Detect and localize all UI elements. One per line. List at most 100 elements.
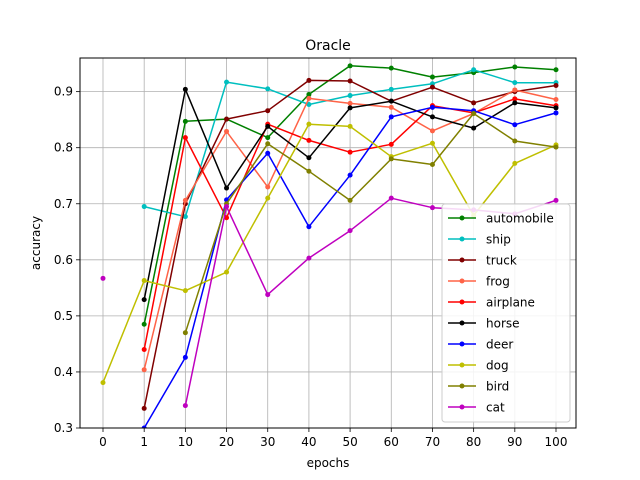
data-point-airplane: [306, 137, 312, 143]
data-point-automobile: [182, 118, 188, 124]
data-point-truck: [553, 82, 559, 88]
legend-label: frog: [486, 275, 510, 289]
data-point-horse: [553, 105, 559, 111]
legend-item-frog: frog: [448, 275, 510, 289]
data-point-ship: [306, 102, 312, 108]
data-point-automobile: [347, 63, 353, 69]
y-tick-label: 0.5: [54, 309, 73, 323]
legend-item-cat: cat: [448, 401, 505, 415]
y-tick-label: 0.7: [54, 197, 73, 211]
series-horse: [141, 86, 559, 303]
x-tick-label: 20: [219, 435, 234, 449]
x-tick-label: 0: [99, 435, 107, 449]
data-point-dog: [265, 195, 271, 201]
data-point-horse: [388, 98, 394, 104]
x-tick-label: 40: [301, 435, 316, 449]
legend-item-bird: bird: [448, 380, 509, 394]
series-airplane: [141, 96, 559, 353]
data-point-horse: [347, 105, 353, 111]
y-tick-label: 0.4: [54, 365, 73, 379]
data-point-frog: [265, 184, 271, 190]
data-point-cat: [182, 403, 188, 409]
data-point-deer: [347, 172, 353, 178]
data-point-truck: [265, 108, 271, 114]
data-point-dog: [512, 160, 518, 166]
x-axis-label: epochs: [307, 456, 350, 470]
legend-label: dog: [486, 359, 509, 373]
legend-label: automobile: [486, 212, 554, 226]
data-point-dog: [224, 269, 230, 275]
data-point-deer: [429, 104, 435, 110]
data-point-ship: [265, 86, 271, 92]
legend-marker: [459, 383, 465, 389]
data-point-frog: [388, 104, 394, 110]
data-point-horse: [471, 125, 477, 131]
data-point-dog: [182, 288, 188, 294]
data-point-ship: [141, 204, 147, 210]
data-point-automobile: [306, 91, 312, 97]
data-point-bird: [265, 141, 271, 147]
y-tick-label: 0.9: [54, 85, 73, 99]
data-point-deer: [553, 110, 559, 116]
legend-marker: [459, 320, 465, 326]
legend-label: truck: [486, 254, 517, 268]
legend-marker: [459, 236, 465, 242]
data-point-automobile: [388, 65, 394, 71]
y-tick-label: 0.3: [54, 421, 73, 435]
x-tick-label: 1: [140, 435, 148, 449]
y-tick-label: 0.6: [54, 253, 73, 267]
legend-item-horse: horse: [448, 317, 520, 331]
legend-label: ship: [486, 233, 511, 247]
data-point-deer: [388, 114, 394, 120]
data-point-airplane: [224, 215, 230, 221]
data-point-ship: [182, 214, 188, 220]
y-axis: 0.3 0.4 0.5 0.6 0.7 0.8 0.9: [54, 85, 80, 435]
data-point-truck: [141, 405, 147, 411]
x-tick-label: 70: [425, 435, 440, 449]
series-automobile: [141, 63, 559, 327]
data-point-cat: [265, 292, 271, 298]
data-point-deer: [141, 425, 147, 428]
data-point-airplane: [182, 135, 188, 141]
data-point-truck: [306, 77, 312, 83]
legend-item-ship: ship: [448, 233, 511, 247]
data-point-automobile: [553, 67, 559, 73]
legend: automobile ship truck frog airplane horse deer…: [441, 203, 571, 423]
data-point-ship: [347, 93, 353, 99]
legend-marker: [459, 299, 465, 305]
data-point-bird: [471, 111, 477, 116]
data-point-truck: [429, 84, 435, 90]
data-point-truck: [347, 78, 353, 84]
data-point-horse: [306, 155, 312, 161]
data-point-airplane: [388, 141, 394, 147]
data-point-frog: [224, 128, 230, 134]
series-deer: [141, 104, 559, 428]
data-point-cat: [388, 195, 394, 201]
data-point-bird: [388, 156, 394, 162]
legend-item-automobile: automobile: [448, 212, 554, 226]
legend-item-deer: deer: [448, 338, 513, 352]
data-point-cat: [224, 204, 230, 210]
data-point-deer: [512, 122, 518, 128]
data-point-frog: [306, 95, 312, 101]
y-tick-label: 0.8: [54, 141, 73, 155]
data-point-ship: [512, 80, 518, 86]
legend-marker: [459, 257, 465, 263]
data-point-bird: [429, 162, 435, 168]
data-point-deer: [306, 224, 312, 230]
legend-item-truck: truck: [448, 254, 517, 268]
data-point-airplane: [347, 149, 353, 155]
legend-item-dog: dog: [448, 359, 509, 373]
data-point-truck: [471, 100, 477, 106]
data-point-horse: [512, 100, 518, 106]
data-point-horse: [141, 297, 147, 303]
data-point-ship: [224, 79, 230, 85]
x-axis: 0 1 10 20 30 40 50 60 70 80 90 100: [99, 428, 567, 449]
data-point-frog: [553, 96, 559, 102]
data-point-airplane: [512, 96, 518, 102]
data-point-ship: [388, 86, 394, 92]
legend-box: [441, 203, 571, 423]
data-point-bird: [182, 330, 188, 336]
legend-label: airplane: [486, 296, 535, 310]
data-point-horse: [265, 123, 271, 129]
